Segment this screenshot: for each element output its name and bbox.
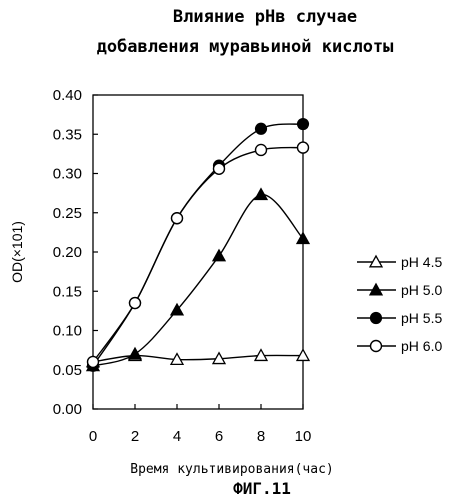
plot-area-frame xyxy=(93,95,303,409)
y-tick-label: 0.25 xyxy=(53,205,82,222)
data-point xyxy=(88,356,99,367)
series-markers xyxy=(87,119,309,372)
y-tick-label: 0.10 xyxy=(53,323,82,340)
legend-label: pH 4.5 xyxy=(401,254,442,270)
data-point xyxy=(214,163,225,174)
series-line xyxy=(93,195,303,366)
x-axis: 0 2 4 6 8 10 xyxy=(89,404,312,445)
x-tick-label: 8 xyxy=(257,428,265,445)
legend-label: pH 6.0 xyxy=(401,338,442,354)
x-tick-label: 6 xyxy=(215,428,223,445)
x-axis-label: Время культивирования(час) xyxy=(130,462,334,477)
legend-item: pH 4.5 xyxy=(357,254,442,270)
x-tick-label: 4 xyxy=(173,428,181,445)
y-tick-label: 0.20 xyxy=(53,244,82,261)
data-point xyxy=(172,213,183,224)
x-tick-label: 0 xyxy=(89,428,97,445)
y-tick-label: 0.40 xyxy=(53,87,82,104)
data-point xyxy=(298,142,309,153)
chart-title-line2: добавления муравьиной кислоты xyxy=(97,37,394,57)
legend-marker xyxy=(371,341,382,352)
legend: pH 4.5 pH 5.0 pH 5.5 pH 6.0 xyxy=(357,254,442,354)
y-tick-label: 0.05 xyxy=(53,362,82,379)
chart-title-line1: Влияние pHв случае xyxy=(173,7,357,27)
series-line xyxy=(93,124,303,366)
legend-item: pH 5.0 xyxy=(357,282,442,298)
legend-item: pH 6.0 xyxy=(357,338,442,354)
y-tick-label: 0.15 xyxy=(53,283,82,300)
y-tick-label: 0.00 xyxy=(53,401,82,418)
y-axis-label: OD(×101) xyxy=(9,221,25,283)
data-point xyxy=(213,250,225,261)
legend-marker xyxy=(371,313,382,324)
data-point xyxy=(255,189,267,200)
data-point xyxy=(256,144,267,155)
data-point xyxy=(298,119,309,130)
legend-label: pH 5.0 xyxy=(401,282,442,298)
x-tick-label: 2 xyxy=(131,428,139,445)
series-lines xyxy=(93,124,303,366)
data-point xyxy=(256,123,267,134)
data-point xyxy=(129,348,141,359)
legend-item: pH 5.5 xyxy=(357,310,442,326)
series-line xyxy=(93,148,303,362)
y-tick-label: 0.30 xyxy=(53,166,82,183)
legend-label: pH 5.5 xyxy=(401,310,442,326)
figure-label: ФИГ.11 xyxy=(233,479,291,498)
x-tick-label: 10 xyxy=(295,428,312,445)
y-tick-label: 0.35 xyxy=(53,126,82,143)
data-point xyxy=(130,298,141,309)
